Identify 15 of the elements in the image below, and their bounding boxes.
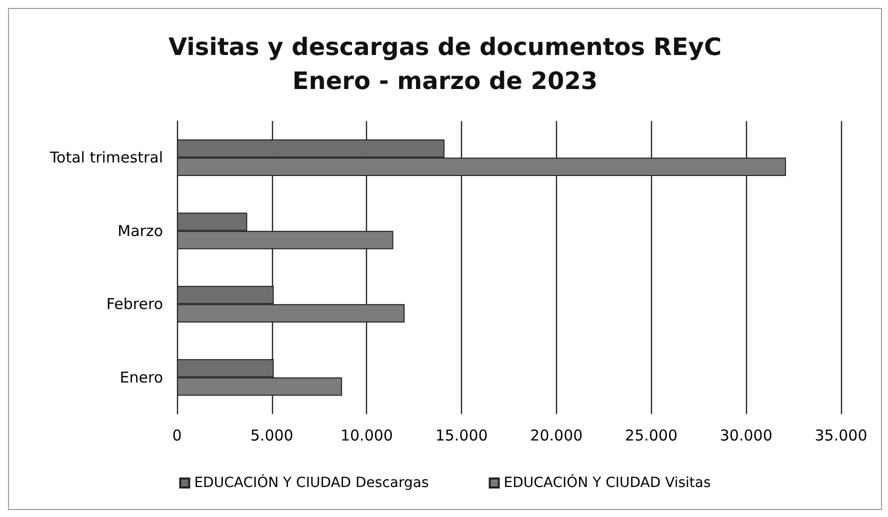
- y-tick-label: Total trimestral: [48, 148, 163, 167]
- chart-title: Visitas y descargas de documentos REyC Enero - marzo de 2023: [168, 33, 722, 95]
- x-tick-label: 0: [172, 426, 182, 444]
- x-tick-label: 15.000: [435, 426, 488, 444]
- x-tick-label: 35.000: [814, 426, 868, 444]
- x-tick-label: 20.000: [530, 426, 583, 444]
- x-tick-label: 5.000: [250, 426, 294, 444]
- x-tick-label: 25.000: [625, 426, 678, 444]
- legend-label: EDUCACIÓN Y CIUDAD Visitas: [504, 474, 711, 491]
- y-tick-label: Enero: [120, 368, 163, 386]
- legend-label: EDUCACIÓN Y CIUDAD Descargas: [194, 474, 429, 491]
- x-tick-label: 30.000: [720, 426, 772, 444]
- x-tick-label: 10.000: [340, 426, 393, 444]
- y-tick-label: Marzo: [118, 222, 163, 240]
- y-tick-label: Febrero: [106, 295, 163, 314]
